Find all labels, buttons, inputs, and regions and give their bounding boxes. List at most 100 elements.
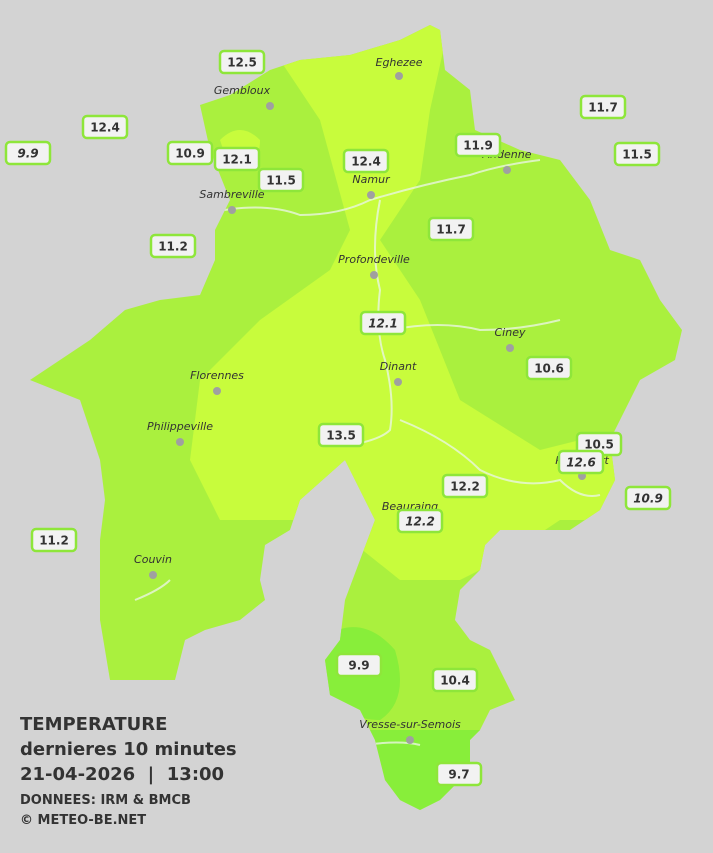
- station: 9.9: [4, 140, 52, 166]
- station: 11.7: [427, 216, 475, 242]
- station-value: 10.4: [440, 674, 470, 688]
- city-label: Dinant: [380, 360, 417, 373]
- station-box: [396, 508, 444, 534]
- legend-source: DONNEES: IRM & BMCB: [20, 793, 191, 808]
- station: 11.2: [30, 527, 78, 553]
- city-label: Couvin: [134, 553, 172, 566]
- station-box: [624, 485, 672, 511]
- station-value: 12.1: [368, 317, 398, 331]
- station-box: [557, 449, 605, 475]
- station: 10.5: [575, 431, 623, 457]
- station-box: [30, 527, 78, 553]
- station: 10.9: [166, 140, 214, 166]
- station: 12.5: [218, 49, 266, 75]
- station: 11.9: [454, 132, 502, 158]
- city-dot: [228, 206, 236, 214]
- station-box: [441, 473, 489, 499]
- city-dot: [266, 102, 274, 110]
- station-box: [81, 114, 129, 140]
- city-label: Gembloux: [214, 84, 271, 97]
- station-box: [427, 216, 475, 242]
- city-dot: [176, 438, 184, 446]
- station: 12.4: [342, 148, 390, 174]
- legend-datetime: 21-04-2026 | 13:00: [20, 764, 224, 785]
- station: 12.2: [396, 508, 444, 534]
- station-box: [218, 49, 266, 75]
- city-dot: [503, 166, 511, 174]
- station-box: [342, 148, 390, 174]
- station-box: [213, 146, 261, 172]
- city-label: Namur: [352, 173, 391, 186]
- legend: TEMPERATURE dernieres 10 minutes 21-04-2…: [20, 714, 237, 828]
- station-box: [257, 167, 305, 193]
- station: 10.4: [431, 667, 479, 693]
- station-box: [166, 140, 214, 166]
- station-value: 11.5: [266, 174, 296, 188]
- river: [134, 159, 601, 746]
- station-value: 10.6: [534, 362, 564, 376]
- station-value: 11.2: [158, 240, 188, 254]
- station-box: [435, 761, 483, 787]
- station-value: 11.2: [39, 534, 69, 548]
- station-value: 12.2: [405, 515, 435, 529]
- station-value: 9.7: [448, 768, 469, 782]
- city-label: Vresse-sur-Semois: [359, 718, 461, 731]
- city-dot: [394, 378, 402, 386]
- station-value: 11.5: [622, 148, 652, 162]
- station: 9.7: [435, 761, 483, 787]
- city-label: Florennes: [190, 369, 244, 382]
- station: 12.4: [81, 114, 129, 140]
- legend-copyright: © METEO-BE.NET: [20, 813, 146, 828]
- station-value: 10.9: [175, 147, 205, 161]
- station-value: 10.5: [584, 438, 614, 452]
- station-box: [431, 667, 479, 693]
- city-label: Profondeville: [338, 253, 410, 266]
- city-dot: [506, 344, 514, 352]
- station: 11.5: [257, 167, 305, 193]
- station-value: 13.5: [326, 429, 356, 443]
- station: 11.7: [579, 94, 627, 120]
- station-value: 12.4: [351, 155, 381, 169]
- city-dot: [213, 387, 221, 395]
- station-value: 9.9: [17, 147, 38, 161]
- city-dot: [395, 72, 403, 80]
- city-label: Ciney: [495, 326, 526, 339]
- stations: 12.5 12.4 9.9 10.9 12.1 11.5 12.4 11.9 11.7 11.5 1…: [4, 49, 672, 787]
- station: 12.6: [557, 449, 605, 475]
- zone-warm: [190, 25, 620, 580]
- station-value: 12.6: [566, 456, 596, 470]
- station: 11.5: [613, 141, 661, 167]
- station: 10.9: [624, 485, 672, 511]
- city-dot: [367, 191, 375, 199]
- station: 12.2: [441, 473, 489, 499]
- station: 12.1: [213, 146, 261, 172]
- legend-subtitle: dernieres 10 minutes: [20, 739, 237, 760]
- station: 11.2: [149, 233, 197, 259]
- station-value: 11.7: [588, 101, 618, 115]
- station-value: 12.4: [90, 121, 120, 135]
- station-box: [613, 141, 661, 167]
- station-box: [579, 94, 627, 120]
- station-box: [525, 355, 573, 381]
- station-value: 12.2: [450, 480, 480, 494]
- station-box: [4, 140, 52, 166]
- station-box: [454, 132, 502, 158]
- city-label: Eghezee: [376, 56, 423, 69]
- station-value: 11.7: [436, 223, 466, 237]
- station: 12.1: [359, 310, 407, 336]
- station: 10.6: [525, 355, 573, 381]
- station-value: 10.9: [633, 492, 663, 506]
- station: 13.5: [317, 422, 365, 448]
- station-box: [335, 652, 383, 678]
- legend-title: TEMPERATURE: [20, 714, 167, 735]
- station-value: 9.9: [348, 659, 369, 673]
- station: 9.9: [335, 652, 383, 678]
- city-dot: [406, 736, 414, 744]
- city-label: Philippeville: [147, 420, 213, 433]
- city-dot: [149, 571, 157, 579]
- station-box: [359, 310, 407, 336]
- station-value: 12.5: [227, 56, 257, 70]
- city-dot: [370, 271, 378, 279]
